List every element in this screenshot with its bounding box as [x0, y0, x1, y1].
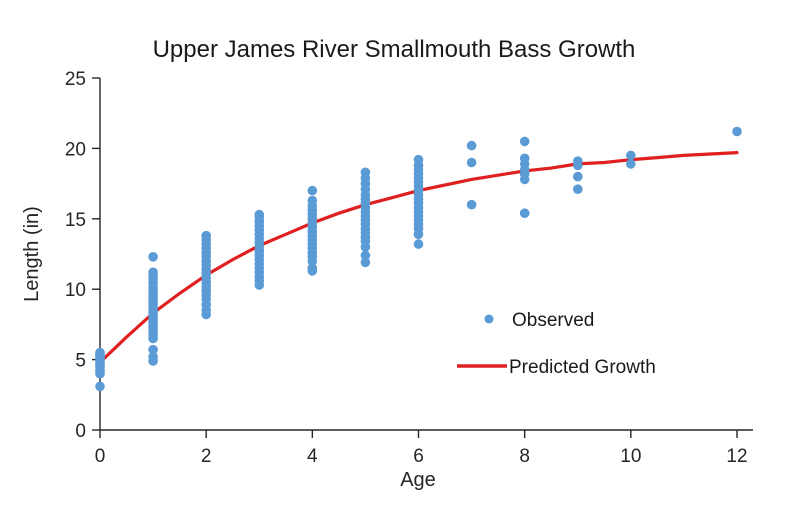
axes [92, 77, 753, 438]
observed-point [732, 126, 742, 137]
observed-point [573, 171, 583, 182]
observed-point [466, 199, 477, 210]
x-axis-label: Age [400, 469, 436, 491]
observed-point [573, 156, 583, 166]
observed-point [466, 157, 477, 168]
y-tick-label: 25 [65, 69, 86, 90]
x-tick-label: 0 [95, 446, 106, 467]
observed-point [360, 257, 371, 268]
x-tick-label: 12 [726, 446, 747, 467]
y-tick-label: 0 [75, 421, 86, 442]
observed-point [148, 352, 158, 362]
observed-point [148, 267, 158, 278]
x-tick-label: 6 [413, 446, 424, 467]
observed-point [95, 347, 105, 358]
observed-point [201, 230, 211, 241]
legend-observed-label: Observed [512, 310, 594, 331]
observed-point [148, 251, 158, 262]
y-tick-label: 20 [65, 139, 86, 160]
observed-point [307, 263, 318, 273]
observed-point [573, 184, 583, 194]
observed-point [413, 239, 424, 249]
legend-predicted-label: Predicted Growth [509, 357, 656, 378]
x-tick-label: 4 [307, 446, 318, 467]
observed-point [307, 185, 318, 196]
observed-point [148, 344, 158, 355]
y-axis-label: Length (in) [21, 206, 43, 302]
y-tick-label: 5 [75, 351, 86, 372]
y-tick-label: 10 [65, 280, 86, 301]
y-tick-label: 15 [65, 210, 86, 231]
observed-point [413, 154, 424, 165]
observed-point [307, 195, 318, 206]
x-tick-label: 10 [620, 446, 641, 467]
observed-point [519, 153, 530, 164]
x-tick-labels: 0 2 4 6 8 10 12 [95, 446, 748, 467]
observed-point [360, 167, 371, 178]
observed-point [519, 208, 530, 218]
observed-points [95, 126, 742, 392]
observed-point [95, 381, 105, 392]
observed-point [254, 209, 265, 220]
chart-title: Upper James River Smallmouth Bass Growth [153, 36, 636, 63]
observed-point [360, 250, 371, 261]
observed-point [466, 140, 477, 151]
observed-point [626, 159, 636, 169]
legend: Observed Predicted Growth [457, 310, 656, 378]
legend-observed-marker-icon [484, 314, 494, 324]
observed-point [519, 136, 530, 147]
x-tick-label: 8 [519, 446, 530, 467]
y-tick-labels: 0 5 10 15 20 25 [65, 69, 86, 442]
x-tick-label: 2 [201, 446, 212, 467]
observed-point [626, 150, 636, 161]
